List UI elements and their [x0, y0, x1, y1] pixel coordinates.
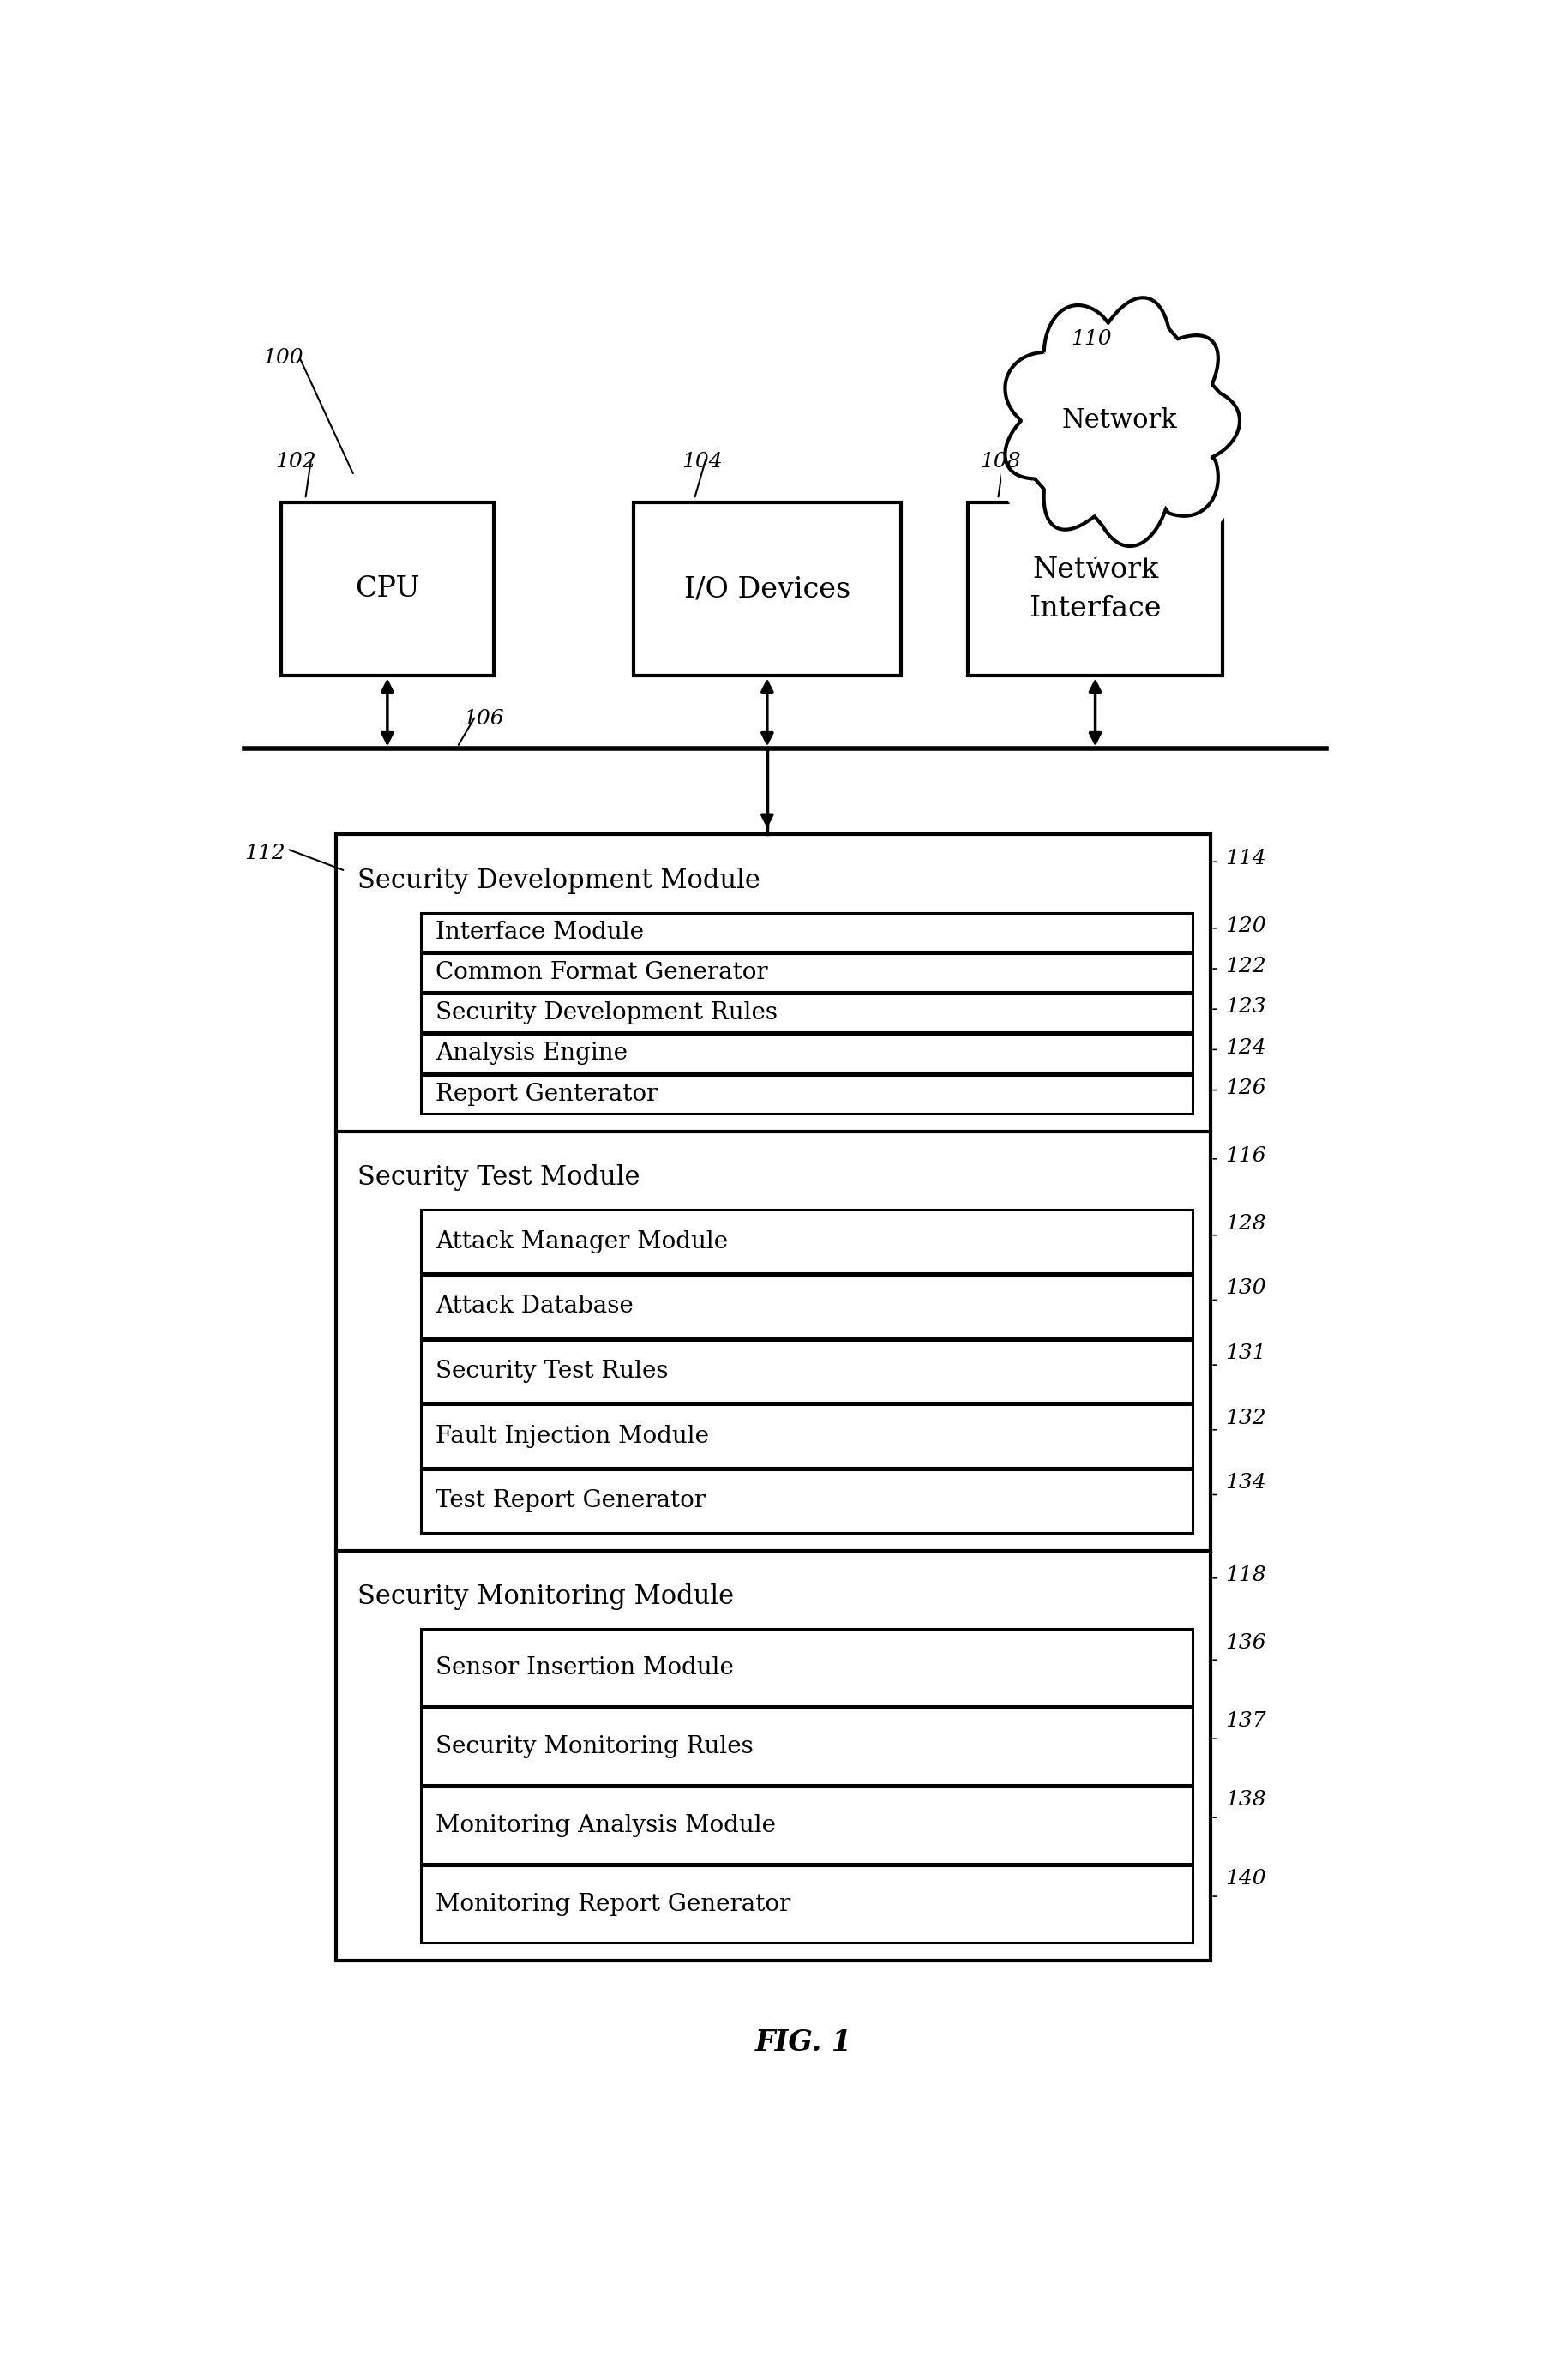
Text: 114: 114 — [1225, 850, 1265, 869]
Text: Analysis Engine: Analysis Engine — [436, 1041, 627, 1065]
Text: 123: 123 — [1225, 997, 1265, 1018]
Circle shape — [1099, 431, 1184, 559]
Text: 138: 138 — [1225, 1789, 1265, 1811]
Text: Security Development Module: Security Development Module — [358, 866, 760, 895]
Circle shape — [1062, 294, 1178, 469]
Text: 118: 118 — [1225, 1565, 1265, 1586]
Bar — [967, 502, 1223, 677]
Bar — [420, 1709, 1193, 1785]
Text: Test Report Generator: Test Report Generator — [436, 1489, 706, 1513]
Text: 104: 104 — [682, 452, 723, 471]
Polygon shape — [1005, 298, 1240, 547]
Text: 131: 131 — [1225, 1344, 1265, 1363]
Text: 108: 108 — [980, 452, 1021, 471]
Bar — [420, 1210, 1193, 1273]
Text: Fault Injection Module: Fault Injection Module — [436, 1425, 709, 1449]
Text: Network: Network — [1062, 407, 1178, 433]
Bar — [420, 1340, 1193, 1404]
Circle shape — [1146, 398, 1239, 535]
Text: 106: 106 — [464, 708, 505, 729]
Bar — [420, 1470, 1193, 1531]
Bar — [420, 1787, 1193, 1863]
Text: 100: 100 — [263, 348, 304, 367]
Bar — [420, 1034, 1193, 1072]
Bar — [420, 1865, 1193, 1943]
Text: I/O Devices: I/O Devices — [684, 575, 850, 604]
Text: Report Genterator: Report Genterator — [436, 1082, 657, 1105]
Circle shape — [1000, 391, 1093, 530]
Text: 137: 137 — [1225, 1711, 1265, 1730]
Text: 134: 134 — [1225, 1472, 1265, 1494]
Text: CPU: CPU — [354, 575, 420, 604]
Text: Security Monitoring Rules: Security Monitoring Rules — [436, 1735, 753, 1759]
Text: 112: 112 — [245, 843, 285, 864]
Circle shape — [982, 336, 1074, 476]
Text: 126: 126 — [1225, 1079, 1265, 1098]
Ellipse shape — [999, 301, 1240, 542]
Text: 140: 140 — [1225, 1870, 1265, 1889]
Text: 120: 120 — [1225, 916, 1265, 937]
Bar — [336, 836, 1210, 1960]
Bar — [420, 1404, 1193, 1468]
Text: 130: 130 — [1225, 1278, 1265, 1297]
Text: FIG. 1: FIG. 1 — [756, 2029, 851, 2057]
Bar — [420, 994, 1193, 1032]
Text: Attack Manager Module: Attack Manager Module — [436, 1231, 728, 1252]
Bar — [281, 502, 494, 677]
Bar — [420, 1075, 1193, 1112]
Bar — [633, 502, 900, 677]
Text: 110: 110 — [1071, 329, 1112, 350]
Bar — [420, 914, 1193, 952]
Text: 132: 132 — [1225, 1408, 1265, 1427]
Text: Security Development Rules: Security Development Rules — [436, 1001, 778, 1025]
Text: Monitoring Report Generator: Monitoring Report Generator — [436, 1894, 790, 1915]
Bar — [420, 1276, 1193, 1337]
Text: 128: 128 — [1225, 1214, 1265, 1233]
Bar — [420, 954, 1193, 992]
Text: 136: 136 — [1225, 1633, 1265, 1652]
Text: Security Monitoring Module: Security Monitoring Module — [358, 1584, 734, 1610]
Text: Security Test Module: Security Test Module — [358, 1165, 640, 1191]
Text: Common Format Generator: Common Format Generator — [436, 961, 768, 985]
Text: 124: 124 — [1225, 1037, 1265, 1058]
Text: Interface Module: Interface Module — [436, 921, 644, 944]
Text: 102: 102 — [274, 452, 315, 471]
Bar — [420, 1628, 1193, 1707]
Text: Network
Interface: Network Interface — [1029, 556, 1162, 623]
Circle shape — [1016, 294, 1113, 438]
Text: Monitoring Analysis Module: Monitoring Analysis Module — [436, 1813, 776, 1837]
Text: Security Test Rules: Security Test Rules — [436, 1359, 668, 1382]
Text: 116: 116 — [1225, 1146, 1265, 1167]
Text: Sensor Insertion Module: Sensor Insertion Module — [436, 1657, 734, 1678]
Circle shape — [1047, 431, 1132, 559]
Text: 122: 122 — [1225, 956, 1265, 978]
Text: Attack Database: Attack Database — [436, 1295, 633, 1318]
Circle shape — [1123, 294, 1214, 431]
Circle shape — [1162, 334, 1259, 478]
